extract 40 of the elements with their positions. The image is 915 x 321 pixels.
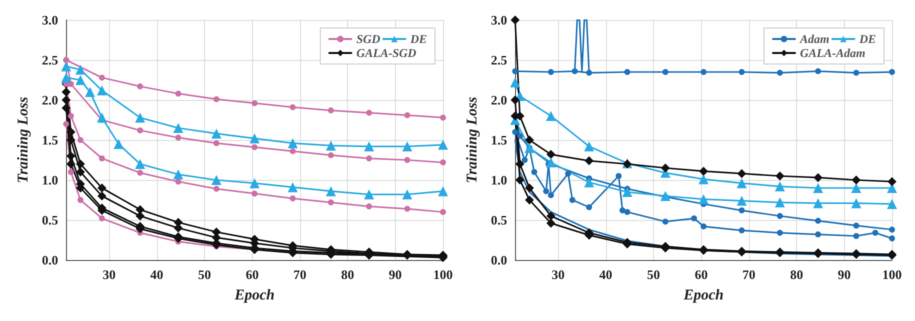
x-tick-label: 80 <box>341 267 354 282</box>
x-tick-label: 60 <box>246 267 259 282</box>
x-tick-label: 30 <box>552 267 565 282</box>
legend-label: DE <box>858 32 876 46</box>
y-tick-label: 1.5 <box>42 132 59 148</box>
legend-label: DE <box>409 32 427 46</box>
y-tick-label: 2.5 <box>490 52 508 68</box>
legend-label: GALA-SGD <box>356 46 417 60</box>
legend-label: GALA-Adam <box>800 46 866 60</box>
y-tick-label: 1.5 <box>490 132 508 148</box>
y-tick-label: 2.5 <box>42 52 59 68</box>
x-tick-label: 50 <box>646 267 660 282</box>
y-tick-label: 0.5 <box>42 212 59 228</box>
y-tick-label: 2.0 <box>42 92 58 108</box>
x-axis-title: Epoch <box>682 288 724 304</box>
y-tick-label: 0.0 <box>42 252 58 268</box>
x-tick-label: 100 <box>882 267 902 282</box>
legend-label: SGD <box>356 32 381 46</box>
x-tick-label: 60 <box>694 267 708 282</box>
x-tick-label: 40 <box>150 267 164 282</box>
x-tick-label: 30 <box>102 267 116 282</box>
x-tick-label: 40 <box>599 267 612 282</box>
x-tick-label: 90 <box>838 267 851 282</box>
x-tick-label: 50 <box>198 267 211 282</box>
y-axis-title: Training Loss <box>464 96 480 184</box>
y-tick-label: 3.0 <box>42 12 58 28</box>
y-tick-label: 0.5 <box>490 212 508 228</box>
legend-label: Adam <box>798 32 830 46</box>
y-tick-label: 0.0 <box>490 252 508 268</box>
x-tick-label: 70 <box>742 267 756 282</box>
y-axis-title: Training Loss <box>16 96 32 184</box>
x-tick-label: 70 <box>293 267 306 282</box>
x-tick-label: 80 <box>790 267 804 282</box>
y-tick-label: 1.0 <box>490 172 508 188</box>
y-tick-label: 1.0 <box>42 172 58 188</box>
y-tick-label: 2.0 <box>490 92 508 108</box>
x-tick-label: 90 <box>388 267 402 282</box>
y-tick-label: 3.0 <box>490 12 508 28</box>
x-axis-title: Epoch <box>234 288 275 304</box>
x-tick-label: 100 <box>433 267 453 282</box>
